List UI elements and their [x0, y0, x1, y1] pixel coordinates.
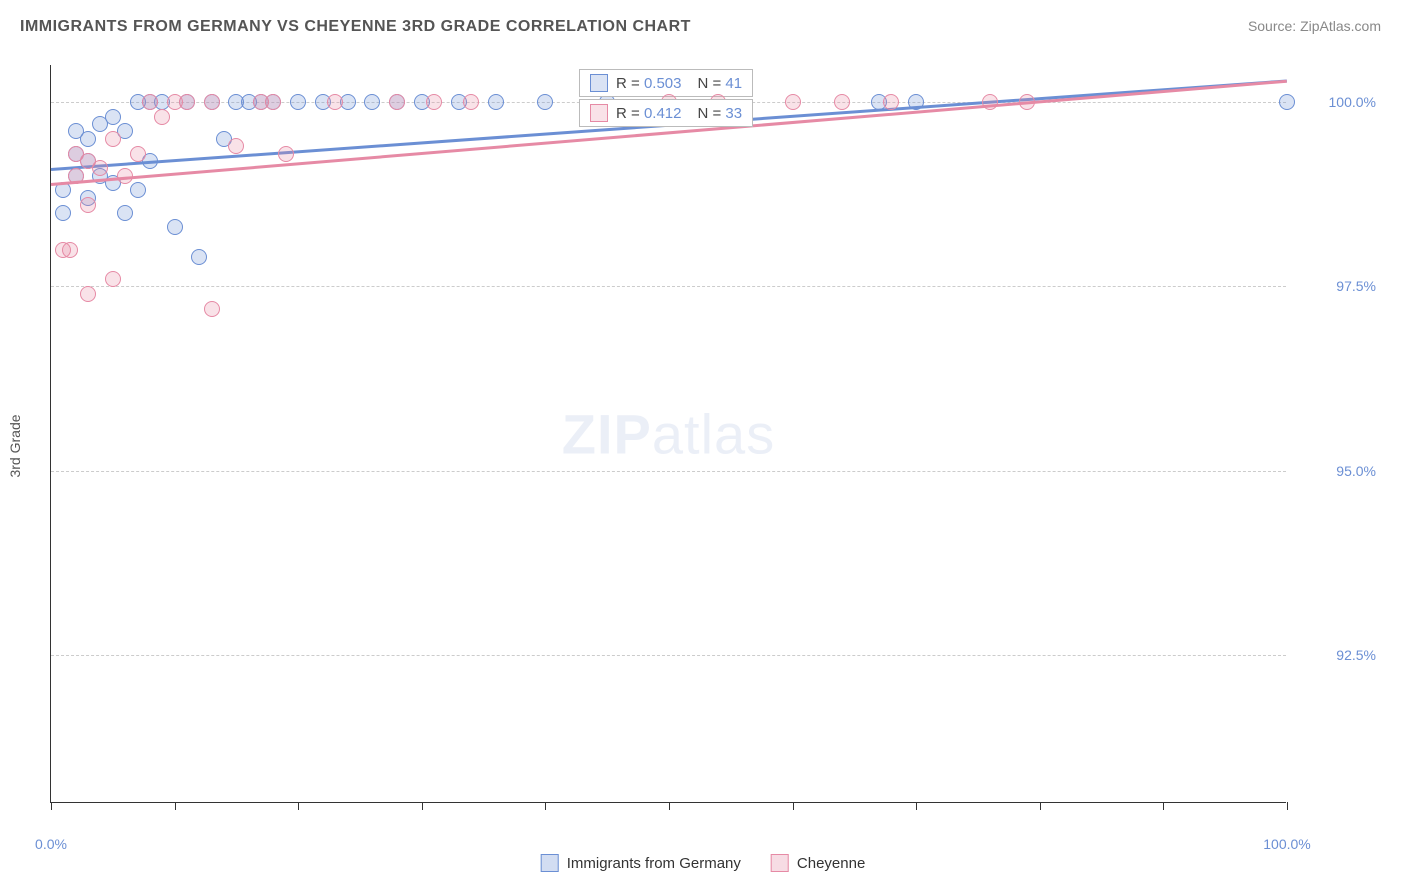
x-tick — [175, 802, 176, 810]
scatter-point — [105, 131, 121, 147]
scatter-point — [1279, 94, 1295, 110]
legend-item: Cheyenne — [771, 854, 865, 872]
legend-label: Cheyenne — [797, 855, 865, 872]
watermark-part1: ZIP — [562, 402, 652, 465]
legend-swatch — [541, 854, 559, 872]
scatter-point — [130, 146, 146, 162]
x-tick — [1040, 802, 1041, 810]
x-tick — [793, 802, 794, 810]
x-tick-label: 100.0% — [1263, 836, 1310, 852]
scatter-point — [167, 219, 183, 235]
scatter-point — [62, 242, 78, 258]
x-tick — [298, 802, 299, 810]
x-tick — [1287, 802, 1288, 810]
scatter-point — [364, 94, 380, 110]
chart-title: IMMIGRANTS FROM GERMANY VS CHEYENNE 3RD … — [20, 18, 691, 36]
scatter-point — [179, 94, 195, 110]
scatter-point — [117, 205, 133, 221]
scatter-point — [55, 205, 71, 221]
scatter-point — [537, 94, 553, 110]
scatter-point — [883, 94, 899, 110]
scatter-point — [105, 271, 121, 287]
scatter-point — [834, 94, 850, 110]
gridline — [51, 286, 1286, 287]
scatter-point — [130, 182, 146, 198]
r-label: R = 0.503 — [616, 75, 681, 92]
correlation-legend: R = 0.412 N = 33 — [579, 99, 753, 127]
scatter-point — [204, 301, 220, 317]
x-tick — [1163, 802, 1164, 810]
x-tick-label: 0.0% — [35, 836, 67, 852]
source-label: Source: ZipAtlas.com — [1248, 18, 1381, 34]
plot-area: ZIPatlas 92.5%95.0%97.5%100.0%0.0%100.0%… — [50, 65, 1286, 803]
n-label: N = 41 — [697, 75, 742, 92]
legend-swatch — [590, 74, 608, 92]
gridline — [51, 655, 1286, 656]
x-tick — [422, 802, 423, 810]
scatter-point — [278, 146, 294, 162]
scatter-point — [785, 94, 801, 110]
scatter-point — [488, 94, 504, 110]
r-label: R = 0.412 — [616, 105, 681, 122]
scatter-point — [982, 94, 998, 110]
y-tick-label: 100.0% — [1296, 94, 1376, 110]
scatter-point — [265, 94, 281, 110]
x-tick — [916, 802, 917, 810]
bottom-legend: Immigrants from Germany Cheyenne — [541, 854, 866, 872]
legend-swatch — [771, 854, 789, 872]
scatter-point — [426, 94, 442, 110]
scatter-point — [327, 94, 343, 110]
correlation-legend: R = 0.503 N = 41 — [579, 69, 753, 97]
scatter-point — [290, 94, 306, 110]
n-label: N = 33 — [697, 105, 742, 122]
x-tick — [669, 802, 670, 810]
scatter-point — [191, 249, 207, 265]
x-tick — [51, 802, 52, 810]
scatter-point — [154, 109, 170, 125]
y-tick-label: 92.5% — [1296, 647, 1376, 663]
scatter-point — [92, 160, 108, 176]
scatter-point — [142, 94, 158, 110]
scatter-point — [80, 197, 96, 213]
watermark: ZIPatlas — [562, 401, 775, 466]
y-tick-label: 97.5% — [1296, 278, 1376, 294]
scatter-point — [80, 286, 96, 302]
scatter-point — [389, 94, 405, 110]
y-tick-label: 95.0% — [1296, 463, 1376, 479]
x-tick — [545, 802, 546, 810]
y-axis-label: 3rd Grade — [7, 414, 23, 477]
scatter-point — [204, 94, 220, 110]
scatter-point — [228, 138, 244, 154]
legend-item: Immigrants from Germany — [541, 854, 741, 872]
gridline — [51, 471, 1286, 472]
watermark-part2: atlas — [652, 402, 775, 465]
scatter-point — [105, 109, 121, 125]
legend-label: Immigrants from Germany — [567, 855, 741, 872]
scatter-point — [80, 131, 96, 147]
legend-swatch — [590, 104, 608, 122]
scatter-point — [463, 94, 479, 110]
